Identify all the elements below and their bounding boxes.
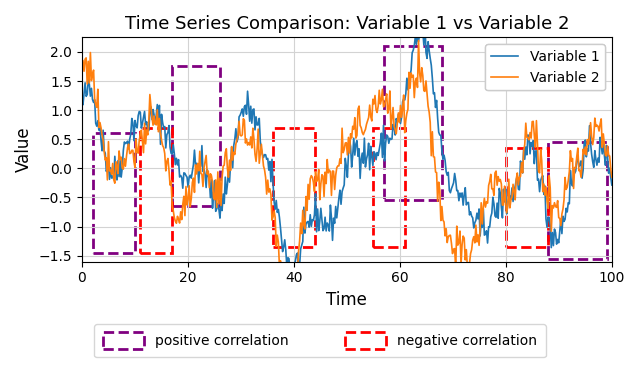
Legend: Variable 1, Variable 2: Variable 1, Variable 2 [485, 44, 605, 90]
Variable 1 [366, 167, 374, 172]
Variable 2 [287, 303, 295, 308]
Variable 2 [515, 183, 522, 187]
Variable 2 [331, 187, 339, 192]
Bar [172, 67, 220, 206]
Variable 1 [334, 206, 342, 210]
Y-axis label: Value: Value [15, 127, 33, 172]
Variable 2 [334, 164, 342, 168]
Variable 2 [78, 66, 86, 71]
Variable 2 [597, 117, 605, 121]
Bar [373, 128, 405, 247]
Variable 1 [331, 221, 339, 226]
Legend: positive correlation, negative correlation: positive correlation, negative correlati… [94, 324, 546, 357]
Variable 1 [421, 19, 429, 23]
Variable 1 [597, 143, 605, 147]
Bar [506, 148, 548, 247]
Line: Variable 2: Variable 2 [82, 40, 612, 305]
Bar [140, 128, 172, 253]
Variable 1 [289, 276, 297, 280]
X-axis label: Time: Time [326, 291, 367, 309]
Bar [548, 142, 607, 259]
Title: Time Series Comparison: Variable 1 vs Variable 2: Time Series Comparison: Variable 1 vs Va… [125, 15, 569, 33]
Variable 2 [608, 175, 616, 179]
Variable 1 [515, 187, 522, 191]
Variable 2 [415, 38, 422, 43]
Bar [93, 134, 135, 253]
Bar [273, 128, 315, 247]
Variable 1 [78, 101, 86, 105]
Variable 1 [394, 112, 402, 117]
Variable 2 [366, 103, 374, 107]
Variable 2 [394, 111, 402, 115]
Line: Variable 1: Variable 1 [82, 21, 612, 278]
Bar [384, 46, 442, 201]
Variable 1 [608, 183, 616, 187]
